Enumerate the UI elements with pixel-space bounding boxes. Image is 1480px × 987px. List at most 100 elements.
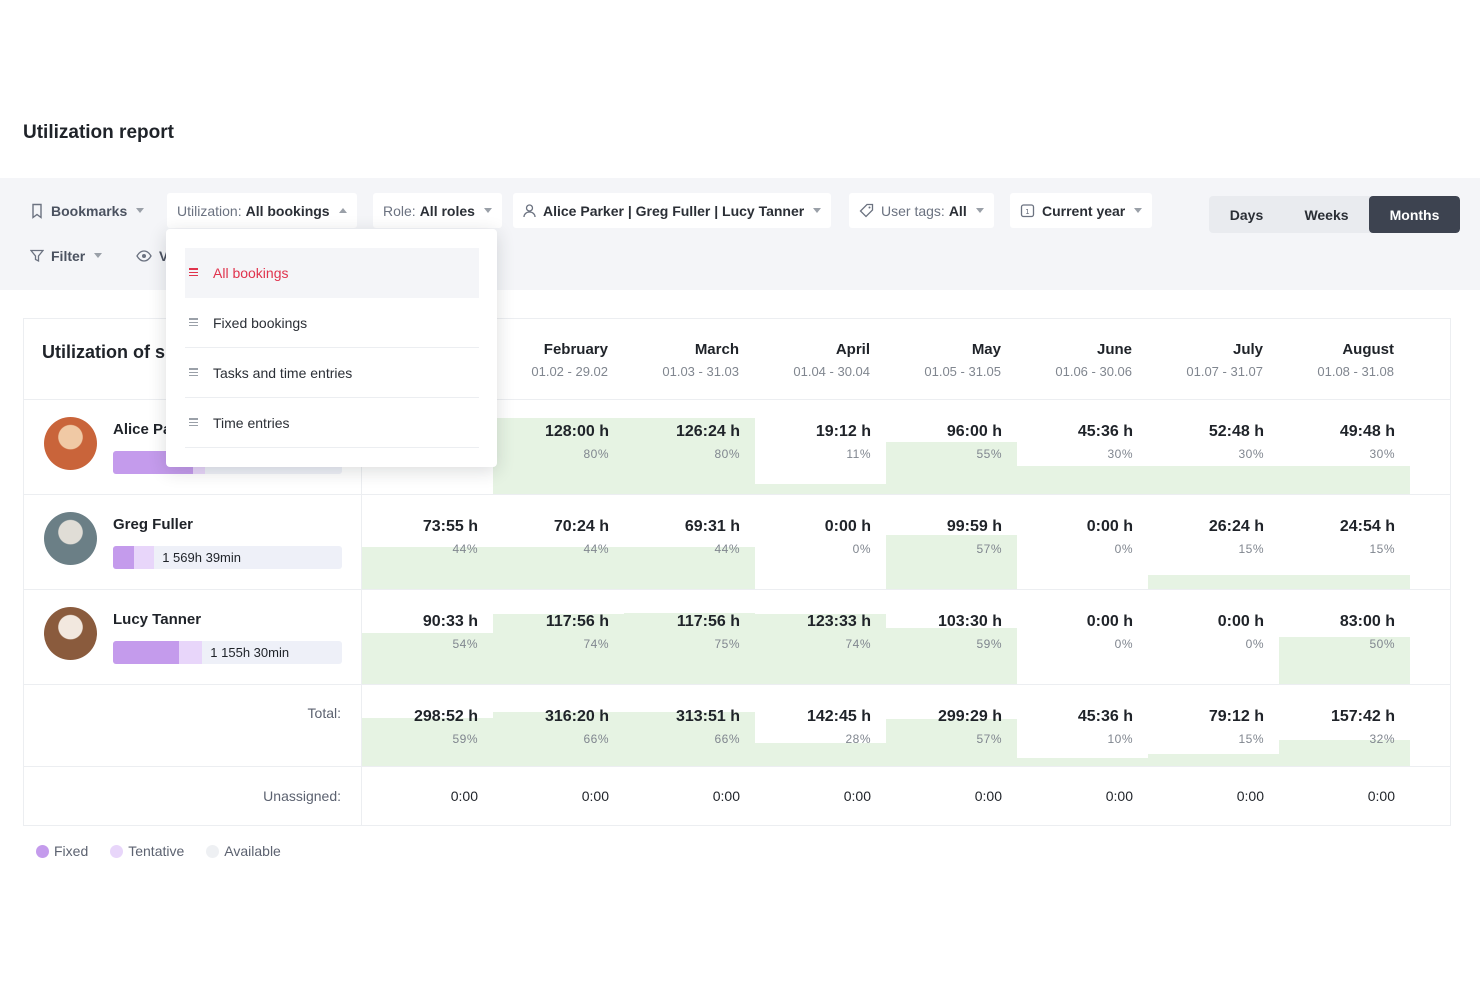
utilization-cell[interactable]: 126:24 h 80%	[624, 399, 755, 494]
fixed-segment	[113, 641, 180, 664]
utilization-cell[interactable]: 117:56 h 74%	[493, 589, 624, 684]
utilization-cell[interactable]: 117:56 h 75%	[624, 589, 755, 684]
utilization-fill	[886, 719, 1017, 766]
legend: Fixed Tentative Available	[36, 843, 281, 859]
utilization-cell[interactable]: 69:31 h 44%	[624, 494, 755, 589]
row-divider	[24, 399, 1450, 400]
hours-value: 298:52 h	[413, 708, 478, 725]
column-divider	[361, 399, 362, 825]
percent-value: 28%	[845, 732, 871, 746]
percent-value: 57%	[976, 732, 1002, 746]
utilization-cell[interactable]: 19:12 h 11%	[755, 399, 886, 494]
document-icon	[189, 268, 199, 278]
utilization-cell[interactable]: 123:33 h 74%	[755, 589, 886, 684]
utilization-fill	[886, 627, 1017, 684]
percent-value: 55%	[976, 447, 1002, 461]
hours-value: 142:45 h	[806, 708, 871, 725]
row-divider	[24, 494, 1450, 495]
utilization-cell[interactable]: 0:00 h 0%	[755, 494, 886, 589]
hours-value: 45:36 h	[1077, 708, 1133, 725]
month-range: 01.06 - 30.06	[1055, 364, 1132, 379]
hours-value: 128:00 h	[544, 423, 609, 440]
unassigned-value: 0:00	[581, 788, 609, 804]
unassigned-value: 0:00	[712, 788, 740, 804]
user-tags-select[interactable]: User tags: All	[849, 193, 994, 228]
utilization-dropdown: All bookings Fixed bookings Tasks and ti…	[166, 229, 497, 467]
utilization-cell[interactable]: 99:59 h 57%	[886, 494, 1017, 589]
filter-button[interactable]: Filter	[30, 238, 103, 273]
utilization-fill	[493, 711, 624, 766]
utilization-fill	[1148, 465, 1279, 494]
capacity-bar: 1 155h 30min	[113, 641, 342, 664]
dropdown-item-fixed-bookings[interactable]: Fixed bookings	[185, 298, 479, 348]
chevron-down-icon	[975, 208, 984, 213]
utilization-cell[interactable]: 0:00 h 0%	[1017, 589, 1148, 684]
utilization-fill	[755, 613, 886, 684]
view-options-button[interactable]: V	[136, 238, 168, 273]
utilization-cell[interactable]: 70:24 h 44%	[493, 494, 624, 589]
utilization-fill	[624, 612, 755, 684]
bookmarks-button[interactable]: Bookmarks	[22, 193, 154, 228]
utilization-fill	[493, 418, 624, 494]
month-range: 01.08 - 31.08	[1317, 364, 1394, 379]
utilization-cell[interactable]: 52:48 h 30%	[1148, 399, 1279, 494]
utilization-cell[interactable]: 0:00 h 0%	[1148, 589, 1279, 684]
weeks-tab[interactable]: Weeks	[1304, 206, 1349, 223]
hours-value: 299:29 h	[937, 708, 1002, 725]
person-name: Greg Fuller	[113, 516, 194, 533]
utilization-fill	[1148, 753, 1279, 766]
hours-value: 313:51 h	[675, 708, 740, 725]
month-range: 01.07 - 31.07	[1186, 364, 1263, 379]
total-label: Total:	[307, 705, 341, 721]
total-cell: 157:42 h 32%	[1279, 684, 1410, 766]
document-icon	[189, 367, 199, 378]
hours-value: 90:33 h	[422, 613, 478, 630]
utilization-cell[interactable]: 103:30 h 59%	[886, 589, 1017, 684]
unassigned-value: 0:00	[974, 788, 1002, 804]
utilization-cell[interactable]: 24:54 h 15%	[1279, 494, 1410, 589]
utilization-cell[interactable]: 83:00 h 50%	[1279, 589, 1410, 684]
dropdown-item-time-entries[interactable]: Time entries	[185, 398, 479, 448]
report-title: Utilization of s	[42, 342, 165, 362]
dropdown-item-all-bookings[interactable]: All bookings	[185, 248, 479, 298]
row-divider	[24, 684, 1450, 685]
hours-value: 52:48 h	[1208, 423, 1264, 440]
utilization-cell[interactable]: 26:24 h 15%	[1148, 494, 1279, 589]
document-icon	[189, 417, 199, 428]
unassigned-value: 0:00	[1367, 788, 1395, 804]
period-select[interactable]: 1 Current year	[1010, 193, 1153, 228]
percent-value: 11%	[846, 447, 871, 461]
legend-item-available: Available	[206, 843, 281, 859]
total-cell: 299:29 h 57%	[886, 684, 1017, 766]
row-divider	[24, 766, 1450, 767]
utilization-cell[interactable]: 128:00 h 80%	[493, 399, 624, 494]
utilization-fill	[362, 632, 493, 684]
person-row[interactable]: Lucy Tanner 1 155h 30min	[42, 589, 352, 684]
bookmark-icon	[30, 203, 44, 219]
month-header: May 01.05 - 31.05	[886, 341, 1017, 379]
people-select[interactable]: Alice Parker | Greg Fuller | Lucy Tanner	[513, 193, 832, 228]
month-name: March	[694, 341, 739, 358]
person-row[interactable]: Greg Fuller 1 569h 39min	[42, 494, 352, 589]
tentative-segment	[133, 546, 155, 569]
utilization-fill	[624, 711, 755, 766]
utilization-cell[interactable]: 45:36 h 30%	[1017, 399, 1148, 494]
utilization-cell[interactable]: 73:55 h 44%	[362, 494, 493, 589]
avatar	[44, 607, 97, 660]
hours-value: 0:00 h	[1217, 613, 1264, 630]
percent-value: 59%	[452, 732, 478, 746]
utilization-cell[interactable]: 90:33 h 54%	[362, 589, 493, 684]
utilization-cell[interactable]: 96:00 h 55%	[886, 399, 1017, 494]
percent-value: 15%	[1369, 542, 1395, 556]
dropdown-item-tasks-time-entries[interactable]: Tasks and time entries	[185, 348, 479, 398]
utilization-cell[interactable]: 49:48 h 30%	[1279, 399, 1410, 494]
months-tab[interactable]: Months	[1369, 196, 1460, 233]
month-name: February	[543, 341, 608, 358]
percent-value: 66%	[583, 732, 609, 746]
days-tab[interactable]: Days	[1229, 206, 1264, 223]
utilization-select[interactable]: Utilization: All bookings	[167, 193, 357, 228]
hours-value: 117:56 h	[676, 613, 740, 630]
capacity-total: 1 569h 39min	[162, 550, 241, 565]
role-select[interactable]: Role: All roles	[373, 193, 502, 228]
utilization-cell[interactable]: 0:00 h 0%	[1017, 494, 1148, 589]
